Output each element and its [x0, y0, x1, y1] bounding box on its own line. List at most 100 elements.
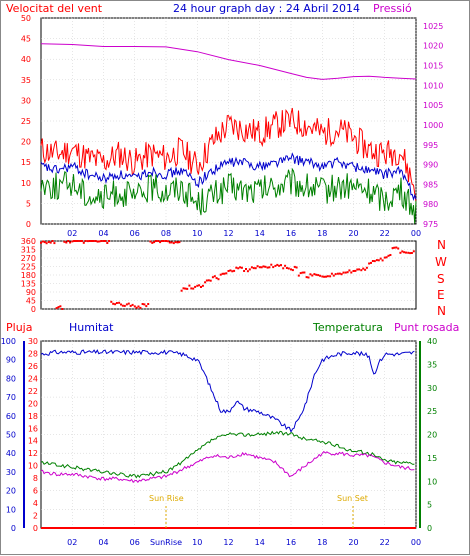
direction-point	[235, 266, 238, 269]
direction-point	[76, 240, 79, 242]
direction-point	[170, 241, 173, 244]
rain-tick-label: 22	[28, 387, 38, 396]
wind-tick-label: 30	[21, 96, 31, 105]
direction-point	[252, 267, 255, 270]
direction-point	[370, 261, 372, 264]
direction-point	[381, 259, 384, 262]
temperature-tick-label: 20	[427, 431, 437, 440]
direction-point	[299, 272, 302, 275]
direction-point	[118, 301, 121, 304]
direction-tick-label: 360	[21, 237, 36, 246]
sunset-label: Sun Set	[337, 494, 368, 503]
direction-point	[293, 265, 296, 268]
lower-x-tick-label: 20	[348, 538, 358, 547]
wind-x-tick-label: 10	[192, 229, 202, 238]
direction-point	[41, 240, 44, 243]
wind-x-tick-label: 22	[380, 229, 390, 238]
rain-tick-label: 0	[33, 524, 38, 533]
direction-point	[174, 241, 177, 244]
temperature-tick-label: 0	[427, 524, 432, 533]
direction-point	[137, 305, 140, 308]
wind-tick-label: 45	[21, 35, 31, 44]
direction-point	[237, 267, 240, 270]
direction-point	[326, 275, 329, 278]
direction-point	[196, 284, 199, 287]
page-title: 24 hour graph day : 24 Abril 2014	[173, 2, 360, 15]
direction-point	[243, 270, 246, 272]
direction-point	[284, 264, 287, 267]
direction-point	[266, 266, 269, 269]
direction-point	[303, 271, 306, 274]
direction-point	[256, 265, 259, 268]
direction-point	[115, 302, 118, 304]
temperature-tick-label: 25	[427, 407, 437, 416]
wind-speed-label: Velocitat del vent	[6, 2, 103, 15]
direction-point	[248, 268, 251, 271]
direction-point	[290, 268, 292, 271]
direction-point	[200, 286, 202, 288]
wind-x-tick-label: 08	[161, 229, 171, 238]
direction-point	[233, 269, 236, 272]
wind-tick-label: 15	[21, 158, 31, 167]
direction-point	[330, 272, 333, 275]
direction-point	[368, 262, 371, 265]
rain-tick-label: 2	[33, 512, 38, 521]
temperature-tick-label: 10	[427, 477, 437, 486]
direction-point	[151, 241, 154, 244]
wind-x-tick-label: 06	[130, 229, 140, 238]
direction-point	[276, 263, 279, 266]
temperature-tick-label: 15	[427, 454, 437, 463]
compass-n-top: N	[437, 238, 446, 252]
direction-point	[245, 268, 247, 270]
direction-point	[209, 279, 212, 282]
compass-s: S	[437, 272, 445, 286]
wind-tick-label: 25	[21, 117, 31, 126]
direction-point	[192, 287, 195, 290]
direction-point	[188, 284, 191, 287]
wind-average-series	[40, 152, 417, 201]
direction-point	[114, 303, 117, 306]
direction-point	[168, 241, 171, 244]
rain-tick-label: 20	[28, 399, 38, 408]
direction-point	[240, 266, 243, 269]
direction-point	[145, 305, 148, 308]
direction-point	[403, 251, 406, 254]
direction-point	[393, 246, 396, 249]
sunrise-x-tick-label: SunRise	[150, 538, 182, 547]
direction-tick-label: 315	[21, 246, 36, 255]
temperature-tick-label: 5	[427, 501, 432, 510]
humidity-tick-label: 40	[6, 449, 16, 458]
pressure-tick-label: 1000	[423, 121, 443, 130]
pressure-tick-label: 980	[423, 200, 438, 209]
direction-point	[172, 242, 175, 245]
direction-point	[153, 241, 156, 244]
direction-point	[315, 273, 318, 276]
pressure-tick-label: 1015	[423, 62, 443, 71]
sunrise-label: Sun Rise	[149, 494, 184, 503]
direction-point	[325, 275, 327, 278]
pressure-tick-label: 990	[423, 161, 438, 170]
direction-point	[139, 306, 142, 309]
direction-point	[401, 250, 404, 253]
direction-point	[182, 287, 185, 290]
direction-point	[254, 267, 257, 270]
direction-point	[373, 260, 376, 263]
direction-point	[360, 269, 363, 272]
wind-x-tick-label: 04	[98, 229, 108, 238]
direction-point	[186, 287, 189, 290]
direction-point	[258, 266, 261, 269]
direction-point	[213, 275, 216, 278]
temperature-tick-label: 30	[427, 384, 437, 393]
direction-point	[278, 264, 281, 267]
direction-tick-label: 180	[21, 271, 36, 280]
humidity-tick-label: 90	[6, 356, 16, 365]
gridlines	[41, 17, 417, 529]
direction-point	[80, 240, 83, 242]
rain-tick-label: 18	[28, 412, 38, 421]
direction-point	[55, 307, 58, 310]
direction-point	[262, 265, 265, 268]
wind-tick-label: 0	[26, 220, 31, 229]
temperature-label: Temperatura	[312, 321, 383, 334]
humidity-tick-label: 50	[6, 431, 16, 440]
wind-x-tick-label: 12	[223, 229, 233, 238]
